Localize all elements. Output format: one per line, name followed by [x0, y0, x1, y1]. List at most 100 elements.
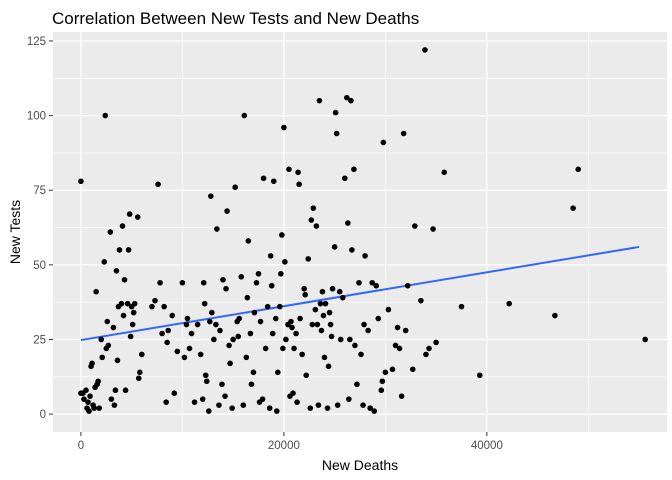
- data-point: [371, 408, 378, 414]
- data-point: [266, 405, 273, 411]
- data-point: [375, 315, 382, 322]
- data-point: [321, 354, 328, 361]
- data-point: [325, 363, 332, 370]
- data-point: [199, 396, 206, 402]
- data-point: [217, 327, 223, 334]
- data-point: [134, 214, 141, 220]
- data-point: [318, 327, 325, 334]
- data-point: [120, 312, 127, 319]
- data-point: [272, 315, 279, 322]
- data-point: [333, 130, 340, 137]
- data-point: [238, 273, 245, 280]
- data-point: [476, 372, 483, 379]
- data-point: [347, 336, 353, 343]
- data-point: [270, 178, 277, 185]
- data-point: [264, 303, 271, 310]
- data-point: [191, 399, 198, 405]
- data-point: [89, 360, 95, 367]
- data-point: [324, 405, 331, 411]
- data-point: [247, 330, 254, 337]
- data-point: [222, 393, 228, 399]
- data-point: [131, 300, 138, 307]
- data-point: [385, 306, 392, 313]
- data-point: [295, 169, 301, 176]
- data-point: [303, 372, 310, 379]
- data-point: [316, 97, 323, 104]
- data-point: [277, 303, 283, 310]
- data-point: [122, 387, 129, 394]
- data-point: [288, 318, 294, 325]
- data-point: [139, 351, 145, 358]
- data-point: [394, 324, 401, 331]
- data-point: [241, 112, 248, 119]
- data-point: [329, 285, 336, 292]
- data-point: [244, 294, 251, 301]
- data-point: [165, 327, 171, 334]
- x-tick-label: 40000: [471, 440, 503, 452]
- data-point: [255, 270, 262, 277]
- data-point: [379, 378, 386, 385]
- data-point: [213, 321, 219, 328]
- data-point: [111, 402, 118, 408]
- data-point: [114, 357, 121, 364]
- data-point: [216, 402, 222, 408]
- data-point: [404, 282, 411, 289]
- data-point: [312, 306, 319, 313]
- data-point: [283, 336, 289, 343]
- data-point: [119, 223, 126, 229]
- data-point: [296, 181, 302, 188]
- data-point: [112, 387, 119, 394]
- data-point: [211, 336, 217, 343]
- data-point: [308, 217, 315, 223]
- data-point: [171, 390, 178, 396]
- data-point: [81, 396, 87, 402]
- y-axis-title: New Tests: [7, 200, 23, 264]
- data-point: [380, 139, 387, 146]
- data-point: [226, 342, 232, 349]
- data-point: [337, 336, 344, 343]
- data-point: [458, 303, 465, 310]
- data-point: [232, 184, 238, 191]
- data-point: [302, 291, 308, 298]
- data-point: [422, 47, 428, 53]
- data-point: [319, 288, 326, 295]
- data-point: [339, 294, 346, 301]
- data-point: [127, 333, 134, 340]
- data-point: [113, 268, 120, 274]
- data-point: [354, 381, 360, 388]
- data-point: [356, 279, 362, 286]
- data-point: [85, 399, 91, 405]
- data-point: [552, 312, 558, 319]
- data-point: [209, 309, 215, 316]
- data-point: [179, 279, 186, 286]
- data-point: [267, 253, 274, 259]
- data-point: [253, 279, 260, 286]
- data-point: [86, 408, 92, 414]
- gridlines: [53, 32, 667, 432]
- data-point: [351, 166, 357, 173]
- data-point: [642, 336, 648, 343]
- data-point: [315, 402, 322, 408]
- data-point: [327, 321, 334, 328]
- data-point: [101, 259, 108, 265]
- data-point: [426, 345, 432, 352]
- y-tick-label: 25: [33, 334, 46, 346]
- data-point: [259, 396, 266, 402]
- data-point: [365, 327, 371, 334]
- data-point: [102, 112, 109, 119]
- data-point: [307, 405, 314, 411]
- data-point: [433, 339, 439, 346]
- data-point: [293, 330, 299, 337]
- data-point: [126, 211, 133, 217]
- data-point: [188, 330, 195, 337]
- data-point: [186, 345, 193, 352]
- data-point: [219, 381, 225, 388]
- data-point: [229, 405, 235, 411]
- data-point: [352, 342, 358, 349]
- data-point: [506, 300, 512, 307]
- data-point: [441, 169, 448, 176]
- data-point: [251, 309, 258, 316]
- trend-line: [80, 245, 640, 342]
- data-point: [281, 124, 287, 131]
- data-point: [322, 300, 329, 307]
